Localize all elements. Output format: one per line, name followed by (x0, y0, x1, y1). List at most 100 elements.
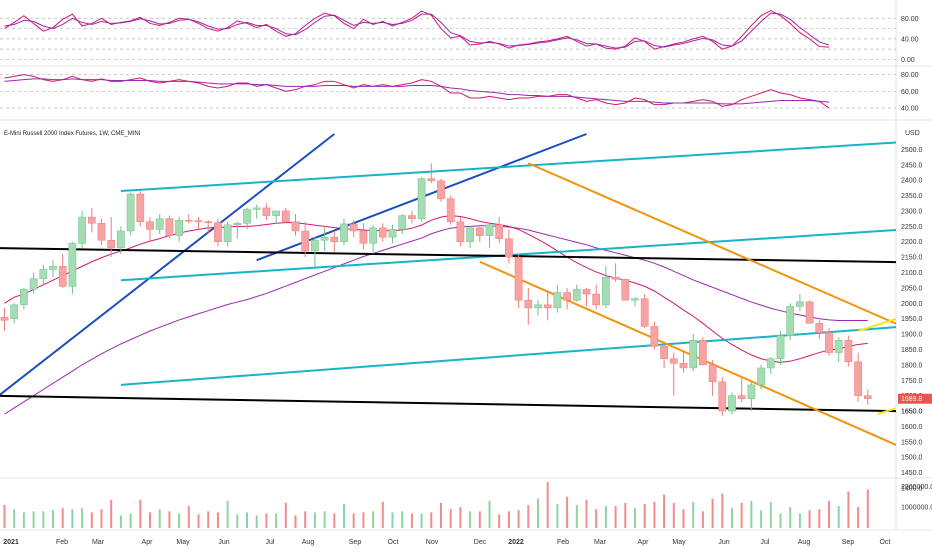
candle-body (593, 294, 600, 305)
candle-body (302, 231, 309, 251)
candle-body (855, 362, 862, 396)
time-tick-label: Apr (638, 539, 650, 546)
volume-bar (13, 509, 15, 528)
candle-body (360, 231, 367, 243)
volume-bar (624, 503, 626, 528)
candle-body (370, 228, 377, 243)
candle-body (767, 359, 774, 368)
volume-bar (285, 503, 287, 528)
time-tick-label: Mar (594, 539, 607, 546)
candle-body (263, 208, 270, 216)
volume-bar (256, 515, 258, 528)
time-tick-label: Nov (426, 539, 439, 546)
time-tick-label: Oct (880, 539, 891, 546)
volume-bar (459, 507, 461, 528)
candle-body (709, 365, 716, 382)
candle-body (845, 340, 852, 362)
candle-body (738, 396, 745, 399)
trendline (528, 163, 932, 400)
volume-bar (401, 511, 403, 528)
volume-bar (382, 502, 384, 528)
candle-body (117, 231, 124, 248)
price-tick-label: 1800.0 (901, 362, 923, 369)
volume-bar (178, 513, 180, 528)
candle-body (534, 305, 541, 308)
volume-bar (566, 497, 568, 528)
candle-body (379, 228, 386, 237)
volume-bar (702, 511, 704, 528)
volume-bar (547, 482, 549, 528)
price-tick-label: 1550.0 (901, 439, 923, 446)
candle-body (282, 211, 289, 222)
volume-bar (518, 510, 520, 528)
candle-body (69, 243, 76, 286)
candle-body (20, 289, 27, 304)
candle-body (515, 257, 522, 300)
volume-bar (101, 509, 103, 528)
volume-bar (159, 509, 161, 528)
time-tick-label: Sep (349, 539, 362, 546)
candle-body (680, 363, 687, 368)
volume-bar (149, 512, 151, 528)
time-tick-label: Dec (474, 539, 487, 546)
price-tick-label: 2250.0 (901, 224, 923, 231)
volume-bar (62, 508, 64, 528)
candle-body (166, 219, 173, 236)
price-tick-label: 2400.0 (901, 178, 923, 185)
volume-bar (683, 509, 685, 528)
candle-body (292, 222, 299, 231)
volume-bar (615, 506, 617, 528)
volume-bar (421, 513, 423, 528)
time-tick-label: Apr (142, 539, 154, 546)
volume-bar (324, 511, 326, 528)
candle-body (243, 209, 250, 223)
candle-body (340, 224, 347, 242)
volume-bar (479, 511, 481, 528)
last-price-label-2: 1650.0 (901, 409, 923, 416)
candle-body (253, 208, 260, 210)
candle-body (399, 216, 406, 230)
candle-body (816, 323, 823, 332)
candle-body (631, 299, 638, 301)
candle-body (428, 179, 435, 181)
time-tick-label: Aug (302, 539, 315, 546)
volume-bar (333, 513, 335, 528)
volume-bar (867, 489, 869, 528)
price-tick-label: 2150.0 (901, 255, 923, 262)
volume-bar (265, 513, 267, 528)
candle-body (49, 266, 56, 269)
volume-bar (498, 514, 500, 528)
volume-bar (236, 514, 238, 528)
oscillator-1-tick-label: 80.00 (901, 16, 919, 23)
candle-body (137, 194, 144, 222)
time-tick-label: May (176, 539, 190, 546)
candle-body (583, 289, 590, 294)
candle-body (777, 336, 784, 359)
candle-body (748, 385, 755, 399)
volume-bar (275, 513, 277, 528)
volume-bar (304, 511, 306, 528)
candle-body (88, 217, 95, 223)
candle-body (214, 223, 221, 242)
volume-tick-label: 1000000.0 (901, 505, 932, 512)
candle-body (758, 368, 765, 385)
volume-bar (789, 507, 791, 528)
volume-bar (663, 495, 665, 528)
volume-bar (721, 494, 723, 528)
candle-body (79, 217, 86, 243)
time-tick-label: 2022 (508, 539, 524, 546)
oscillator-1-series-line (5, 11, 830, 50)
candle-body (30, 279, 37, 290)
volume-bar (818, 509, 820, 528)
candle-body (447, 199, 454, 222)
candle-body (476, 228, 483, 236)
chart-title: E-Mini Russell 2000 Index Futures, 1W, C… (4, 131, 141, 137)
candle-body (146, 222, 153, 230)
volume-bar (120, 515, 122, 528)
volume-bar (168, 511, 170, 528)
candle-body (457, 222, 464, 242)
price-tick-label: 2100.0 (901, 270, 923, 277)
volume-bar (809, 510, 811, 528)
